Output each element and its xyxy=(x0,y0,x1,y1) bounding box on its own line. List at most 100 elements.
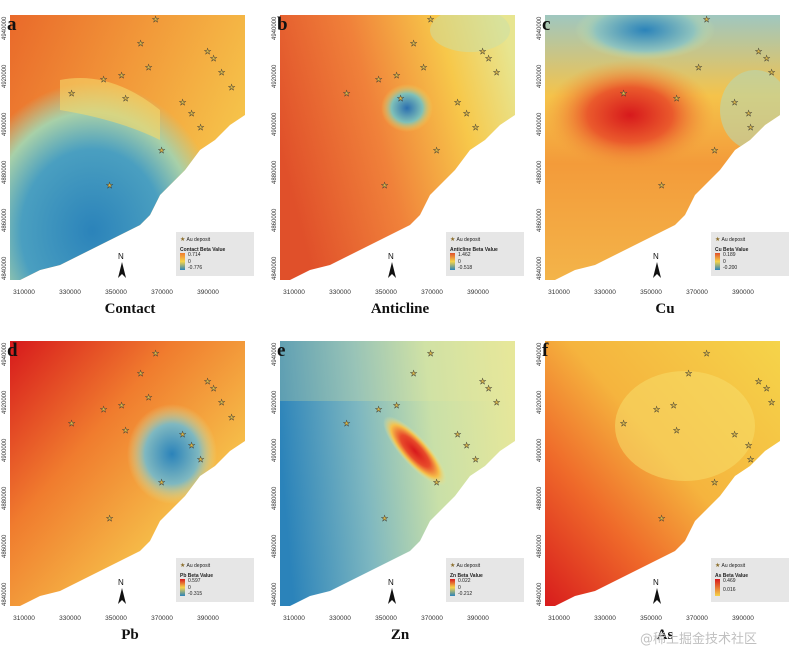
x-tick: 310000 xyxy=(283,289,305,296)
y-tick: 4880000 xyxy=(272,160,278,184)
x-tick: 350000 xyxy=(105,615,127,622)
x-tick: 310000 xyxy=(548,289,570,296)
x-tick: 390000 xyxy=(467,289,489,296)
map-zn: ★★ ★★ ★★ ★★ ★★ ★★ ★ xyxy=(280,341,515,606)
svg-text:★: ★ xyxy=(218,68,225,77)
legend-max: 0.022 xyxy=(458,578,471,584)
legend-title: Anticline Beta Value xyxy=(450,247,498,253)
x-tick: 390000 xyxy=(732,615,754,622)
legend-min: -0.200 xyxy=(723,265,738,271)
map-contact: ★★ ★★ ★★ ★ ★ ★★ ★★ ★★ ★★ xyxy=(10,15,245,280)
svg-text:★: ★ xyxy=(397,94,404,103)
svg-text:★: ★ xyxy=(731,98,738,107)
svg-text:★: ★ xyxy=(653,405,660,414)
svg-text:★: ★ xyxy=(745,109,752,118)
svg-text:★: ★ xyxy=(393,71,400,80)
y-tick: 4880000 xyxy=(537,160,543,184)
svg-text:★: ★ xyxy=(100,405,107,414)
x-tick: 350000 xyxy=(375,289,397,296)
color-ramp xyxy=(450,579,455,596)
legend: ★ Au deposit Cu Beta Value 0.189 0 -0.20… xyxy=(711,232,789,276)
svg-text:★: ★ xyxy=(479,377,486,386)
y-tick: 4940000 xyxy=(2,342,8,366)
y-tick: 4860000 xyxy=(272,534,278,558)
y-tick: 4900000 xyxy=(2,438,8,462)
x-tick: 330000 xyxy=(329,615,351,622)
svg-text:★: ★ xyxy=(658,181,665,190)
y-tick: 4840000 xyxy=(2,582,8,606)
legend-min: -0.212 xyxy=(458,591,473,597)
svg-text:★: ★ xyxy=(472,123,479,132)
y-tick: 4920000 xyxy=(2,390,8,414)
y-tick: 4880000 xyxy=(537,486,543,510)
y-tick: 4840000 xyxy=(537,256,543,280)
svg-text:★: ★ xyxy=(100,75,107,84)
y-tick: 4940000 xyxy=(2,16,8,40)
svg-text:★: ★ xyxy=(658,514,665,523)
y-tick: 4860000 xyxy=(537,208,543,232)
svg-text:★: ★ xyxy=(410,369,417,378)
y-tick: 4880000 xyxy=(272,486,278,510)
svg-text:★: ★ xyxy=(228,413,235,422)
deposit-markers: ★★ ★★ ★★ ★★ ★★ ★★ ★ xyxy=(343,349,501,523)
svg-text:★: ★ xyxy=(463,109,470,118)
svg-text:★: ★ xyxy=(158,478,165,487)
north-arrow-icon: N xyxy=(385,252,399,281)
svg-text:★: ★ xyxy=(152,349,159,358)
y-tick: 4860000 xyxy=(2,534,8,558)
legend-max: 0.469 xyxy=(723,578,736,584)
svg-text:★: ★ xyxy=(420,63,427,72)
x-tick: 390000 xyxy=(197,615,219,622)
x-tick: 370000 xyxy=(151,615,173,622)
legend-min: -0.776 xyxy=(188,265,203,271)
svg-text:★: ★ xyxy=(343,89,350,98)
legend-mid: 0 xyxy=(188,259,191,265)
x-tick: 370000 xyxy=(151,289,173,296)
x-tick: 310000 xyxy=(13,615,35,622)
svg-text:★: ★ xyxy=(703,349,710,358)
svg-text:★: ★ xyxy=(381,181,388,190)
x-tick: 310000 xyxy=(548,615,570,622)
svg-text:★: ★ xyxy=(106,181,113,190)
y-tick: 4920000 xyxy=(537,64,543,88)
legend-mid: 0 xyxy=(458,259,461,265)
deposit-markers: ★★ ★★ ★★ ★ ★ ★★ ★★ ★★ ★★ xyxy=(68,349,236,523)
legend-max: 0.714 xyxy=(188,252,201,258)
svg-text:★: ★ xyxy=(463,441,470,450)
svg-text:★: ★ xyxy=(179,98,186,107)
panel-caption: Anticline xyxy=(370,301,430,317)
legend-min: -0.315 xyxy=(188,591,203,597)
legend-max: 1.462 xyxy=(458,252,471,258)
svg-text:★: ★ xyxy=(393,401,400,410)
panel-caption: Pb xyxy=(121,627,139,643)
svg-text:★: ★ xyxy=(145,393,152,402)
svg-text:★: ★ xyxy=(711,478,718,487)
svg-text:★: ★ xyxy=(768,68,775,77)
svg-text:★: ★ xyxy=(673,426,680,435)
svg-text:★: ★ xyxy=(197,123,204,132)
x-tick: 370000 xyxy=(686,615,708,622)
star-icon: ★ xyxy=(450,563,456,569)
x-tick: 330000 xyxy=(59,289,81,296)
svg-text:★: ★ xyxy=(152,15,159,24)
svg-text:★: ★ xyxy=(731,430,738,439)
svg-text:★: ★ xyxy=(197,455,204,464)
legend-max: 0.597 xyxy=(188,578,201,584)
color-ramp xyxy=(450,253,455,270)
svg-text:★: ★ xyxy=(670,401,677,410)
x-tick: 310000 xyxy=(13,289,35,296)
north-arrow-icon: N xyxy=(115,578,129,607)
watermark: @稀土掘金技术社区 xyxy=(640,632,758,647)
svg-text:★: ★ xyxy=(433,146,440,155)
legend-title: Cu Beta Value xyxy=(715,247,749,253)
legend: ★ Au deposit Contact Beta Value 0.714 0 … xyxy=(176,232,254,276)
y-tick: 4840000 xyxy=(2,256,8,280)
svg-text:★: ★ xyxy=(747,455,754,464)
svg-text:★: ★ xyxy=(711,146,718,155)
x-tick: 330000 xyxy=(594,615,616,622)
svg-text:★: ★ xyxy=(204,377,211,386)
x-tick: 350000 xyxy=(640,289,662,296)
color-ramp xyxy=(180,579,185,596)
north-arrow-icon: N xyxy=(385,578,399,607)
svg-text:★: ★ xyxy=(485,384,492,393)
